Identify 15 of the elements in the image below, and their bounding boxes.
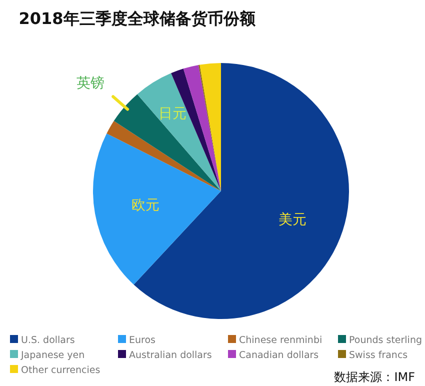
text: 欧元 <box>131 198 160 214</box>
legend-label: Other currencies <box>21 365 100 376</box>
text: 美元 <box>278 212 306 228</box>
legend-label: Australian dollars <box>129 350 212 361</box>
legend-label: Swiss francs <box>349 350 408 361</box>
legend-label: Euros <box>129 335 156 346</box>
text: 英镑 <box>76 76 105 92</box>
source-note: 数据来源：IMF <box>334 370 416 384</box>
legend-label: Chinese renminbi <box>239 335 322 346</box>
chart-title: 2018年三季度全球储备货币份额 <box>18 9 256 28</box>
legend-label: Pounds sterling <box>349 335 422 346</box>
text: 日元 <box>158 106 186 122</box>
legend-label: Japanese yen <box>20 350 85 361</box>
legend-label: Canadian dollars <box>239 350 319 361</box>
legend-label: U.S. dollars <box>21 335 75 346</box>
